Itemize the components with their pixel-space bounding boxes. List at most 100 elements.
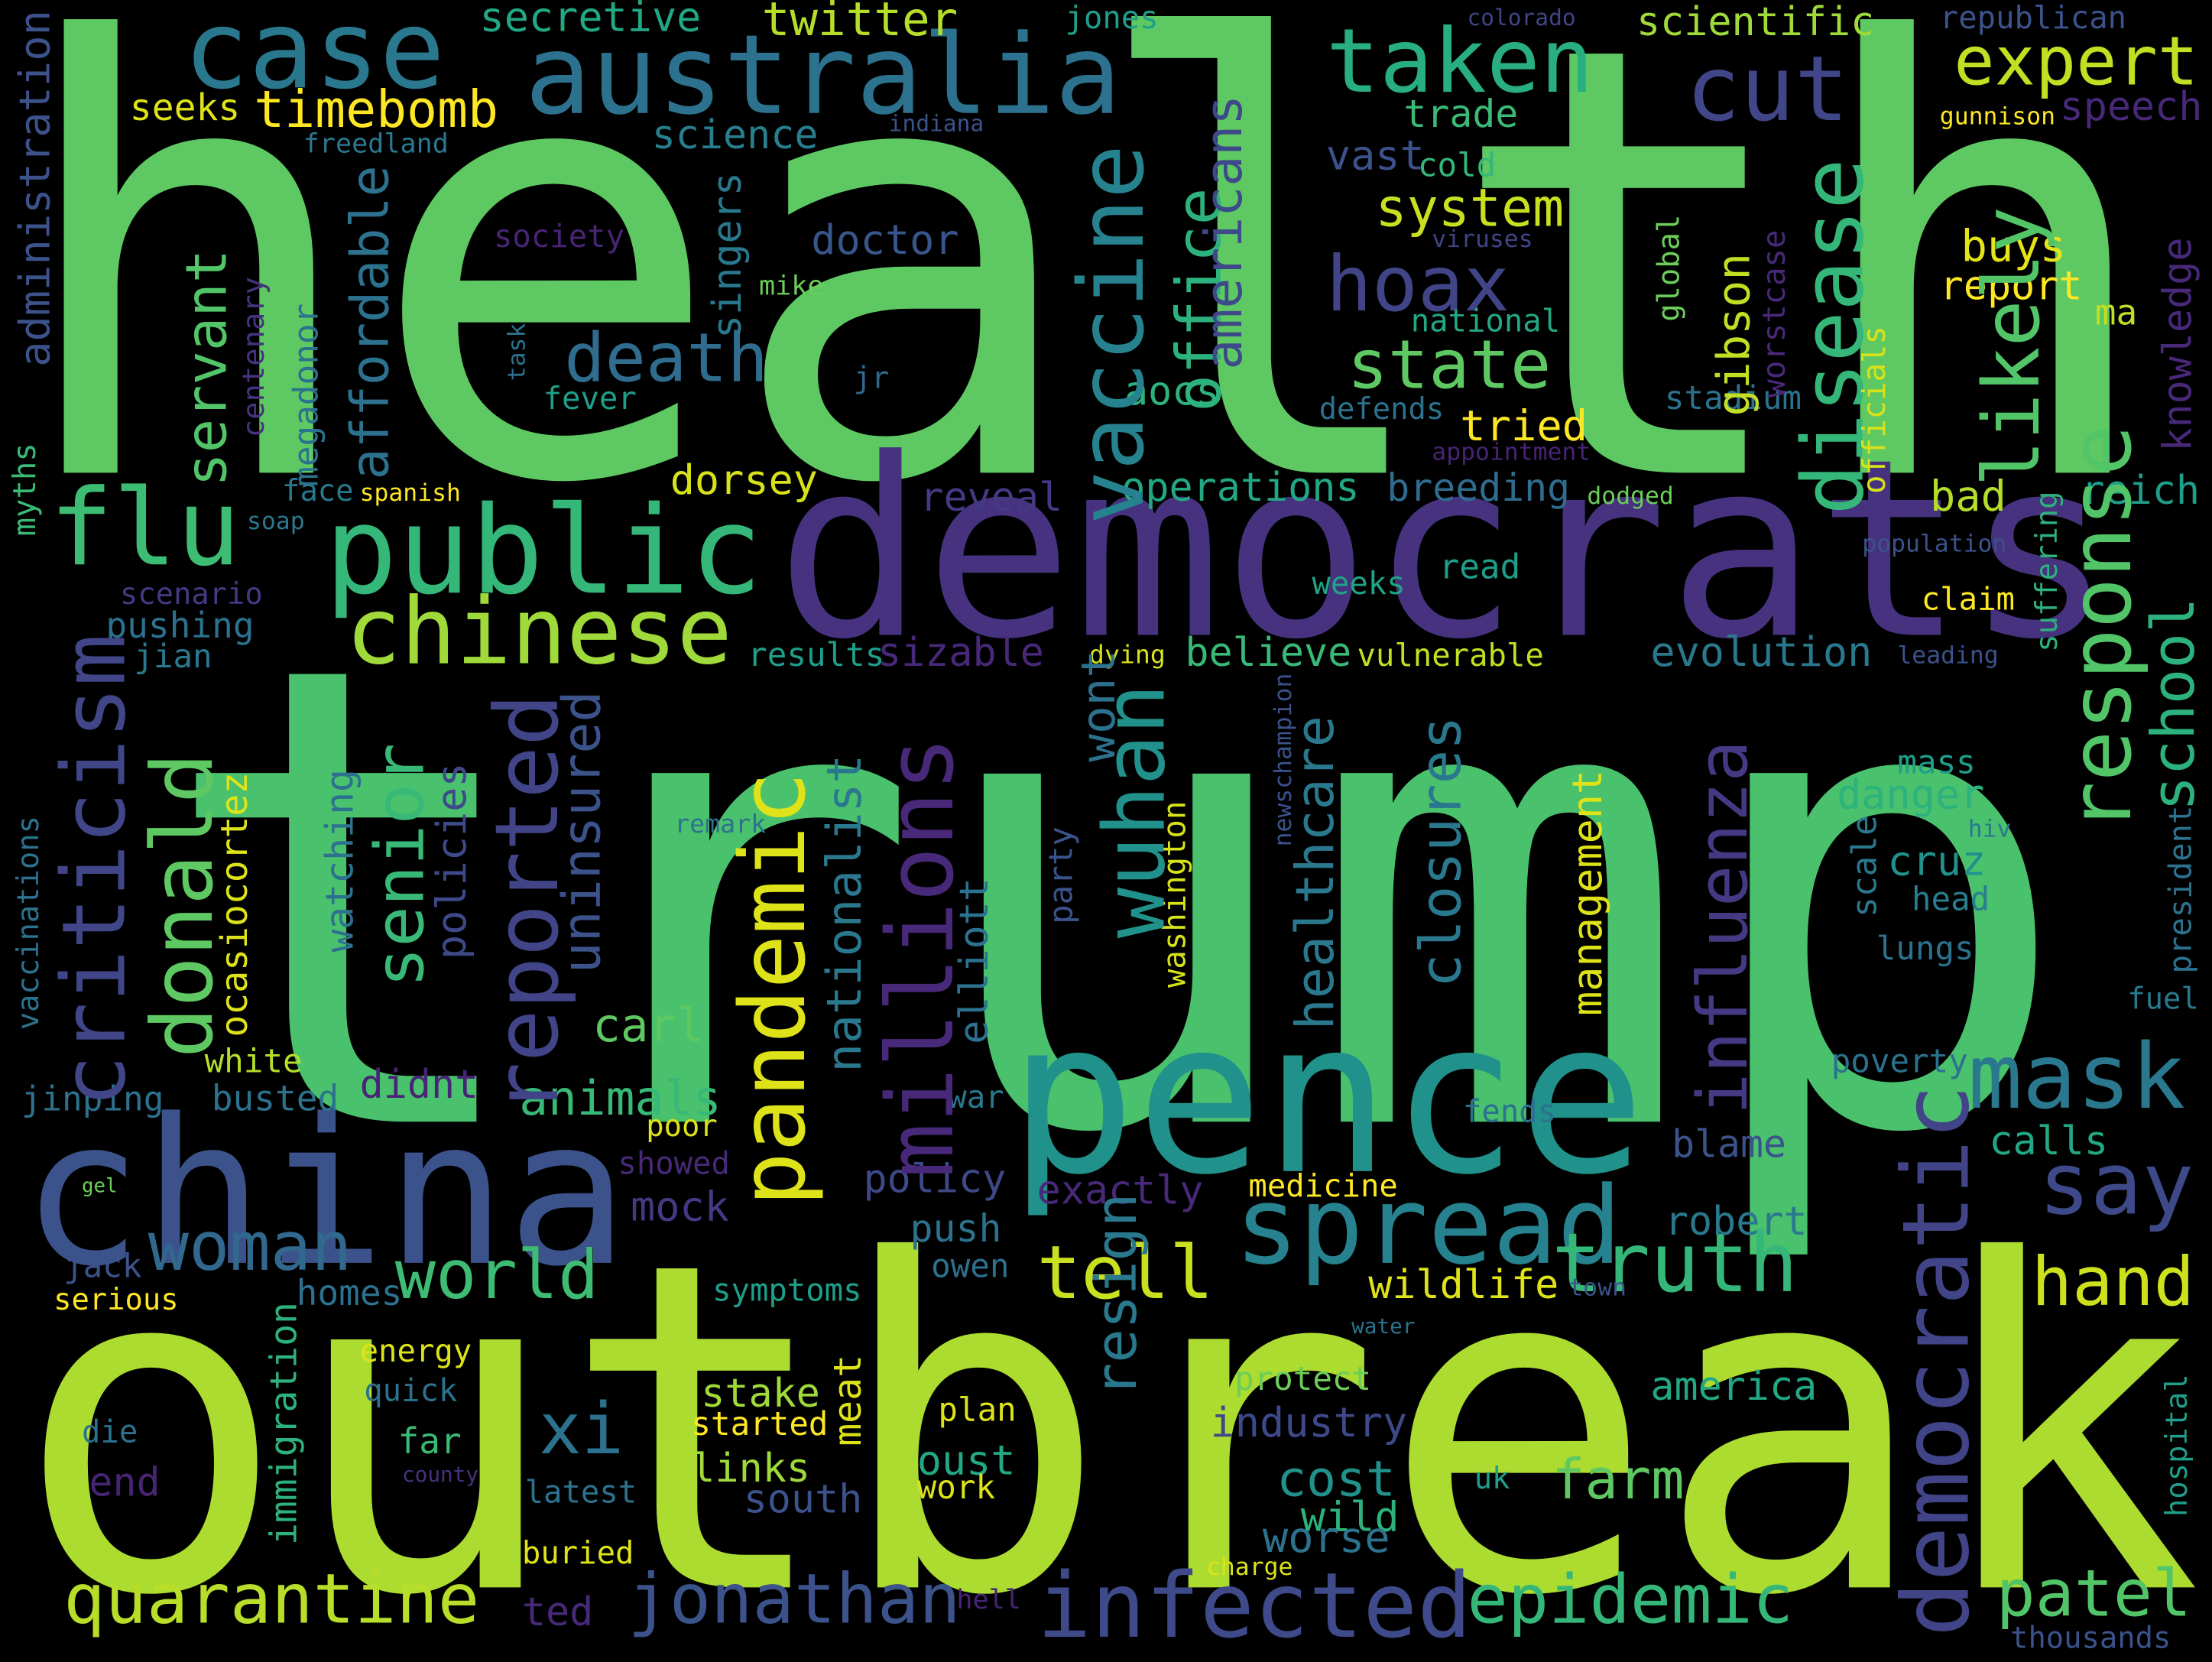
word: die (82, 1413, 138, 1449)
word: energy (360, 1333, 472, 1369)
word: worse (1263, 1514, 1390, 1563)
word: xi (539, 1388, 624, 1470)
word: jones (1065, 0, 1159, 36)
word: donald (134, 752, 232, 1058)
word: millions (868, 736, 975, 1178)
word: quick (364, 1372, 457, 1409)
word: buried (522, 1534, 634, 1571)
word: fever (543, 380, 637, 417)
word: uk (1474, 1462, 1510, 1496)
word: claim (1922, 580, 2015, 617)
word: ma (2095, 292, 2138, 333)
word: tell (1037, 1230, 1214, 1316)
word: industry (1211, 1398, 1408, 1446)
word: vaccinations (11, 816, 46, 1030)
word: influenza (1683, 740, 1763, 1115)
word: busted (212, 1078, 339, 1119)
word: freedland (303, 128, 449, 159)
word: expert (1954, 22, 2198, 101)
word: lungs (1876, 930, 1974, 968)
word: watching (317, 769, 362, 953)
word: patel (1996, 1556, 2192, 1631)
word: office (1164, 188, 1236, 412)
word: dodged (1587, 482, 1673, 510)
word: gibson (1708, 253, 1760, 416)
word: thousands (2010, 1621, 2171, 1656)
word: indiana (889, 111, 984, 137)
word: president (2162, 806, 2198, 974)
word: seeks (130, 86, 240, 129)
word: nationalist (816, 755, 872, 1073)
word: bad (1930, 472, 2006, 521)
word: weeks (1312, 565, 1406, 602)
word: health (7, 0, 2162, 614)
word: war (948, 1079, 1004, 1115)
word: buys (1961, 221, 2067, 271)
word: jack (63, 1248, 141, 1285)
word: healthcare (1286, 716, 1346, 1030)
word: face (282, 474, 353, 508)
word: mask (1968, 1024, 2185, 1129)
word: fends (1463, 1092, 1556, 1129)
word: singers (705, 172, 751, 339)
word: truth (1552, 1216, 1798, 1311)
word: operations (1121, 465, 1359, 511)
word: breeding (1387, 466, 1570, 510)
word: poverty (1831, 1044, 1968, 1081)
word: timebomb (254, 80, 498, 139)
word: world (395, 1235, 599, 1314)
word: stake (701, 1371, 820, 1417)
word: white (205, 1044, 303, 1081)
word: viruses (1432, 226, 1533, 253)
word: defends (1319, 392, 1445, 427)
word: colorado (1468, 5, 1576, 31)
word: wild (1301, 1493, 1400, 1541)
word: didnt (360, 1062, 479, 1108)
word: democratic (1884, 1085, 1990, 1637)
word: jian (134, 638, 212, 676)
word: pandemic (720, 771, 825, 1206)
word: management (1563, 770, 1611, 1016)
word: flu (50, 466, 241, 589)
word: gunnison (1940, 102, 2055, 130)
word: state (1348, 326, 1552, 404)
word: infected (1037, 1553, 1472, 1658)
word: gel (82, 1175, 118, 1198)
word: closures (1408, 716, 1474, 988)
word: spanish (360, 479, 461, 507)
word: oust (917, 1436, 1016, 1485)
word: jinping (21, 1080, 164, 1119)
word: scientific (1636, 0, 1874, 45)
word: china (21, 1076, 628, 1311)
word: republican (1940, 0, 2126, 36)
word: secretive (480, 0, 702, 41)
word: hoax (1326, 239, 1510, 329)
word: elliott (952, 878, 997, 1044)
word: spread (1234, 1164, 1622, 1289)
word: scale (1846, 815, 1885, 917)
word: knowledge (2155, 238, 2201, 452)
word: cold (1418, 148, 1496, 185)
word: started (691, 1406, 828, 1443)
word: latest (525, 1474, 637, 1511)
word: evolution (1650, 628, 1872, 676)
word: likely (1967, 206, 2057, 487)
word: worstcase (1756, 230, 1792, 398)
word: chinese (345, 579, 732, 686)
word: reported (476, 693, 578, 1115)
word: soap (247, 508, 305, 535)
word: woman (148, 1207, 352, 1286)
word: pushing (105, 605, 254, 646)
word: newschampion (1270, 674, 1297, 847)
word: criticism (43, 634, 144, 1108)
word: meat (825, 1355, 870, 1446)
word: exactly (1037, 1167, 1204, 1213)
word: hand (2032, 1242, 2194, 1321)
word: medicine (1248, 1167, 1397, 1204)
word: hell (956, 1584, 1020, 1615)
word: aocs (1124, 369, 1219, 415)
word: report (1940, 263, 2083, 309)
word: water (1351, 1313, 1415, 1339)
